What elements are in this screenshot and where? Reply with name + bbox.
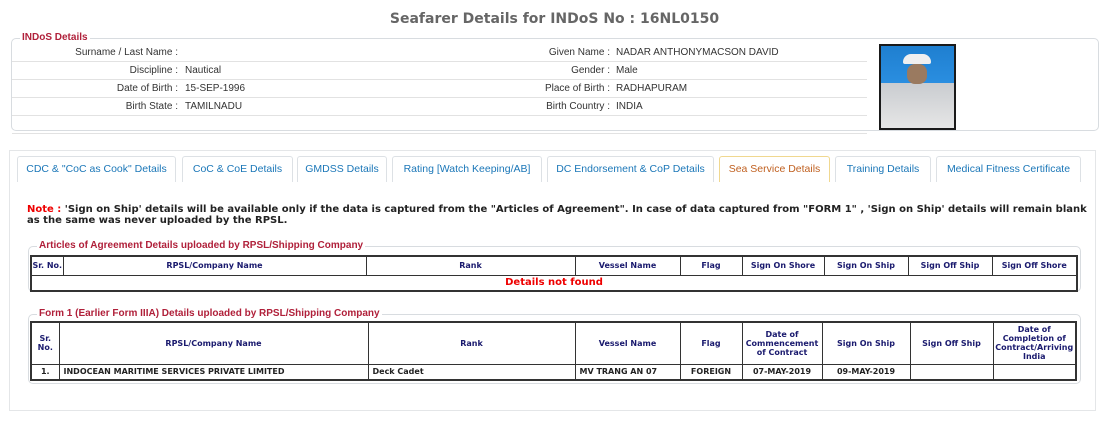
- column-header: Sr. No.: [30, 321, 60, 365]
- table-cell: FOREIGN: [679, 363, 743, 381]
- table-cell: MV TRANG AN 07: [574, 363, 681, 381]
- note-text: 'Sign on Ship' details will be available…: [27, 204, 1087, 226]
- field-label: Birth State :: [125, 101, 178, 112]
- note-prefix: Note :: [27, 204, 62, 215]
- column-header: Flag: [679, 321, 743, 365]
- form1-table: Sr. No. RPSL/Company Name Rank Vessel Name F…: [30, 321, 1077, 381]
- field-value: TAMILNADU: [185, 101, 243, 112]
- column-header: Vessel Name: [574, 255, 681, 276]
- form1-fieldset: Form 1 (Earlier Form IIIA) Details uploa…: [28, 308, 1081, 384]
- indos-row: Date of Birth : 15-SEP-1996 Place of Birth…: [12, 80, 867, 98]
- indos-details-fieldset: INDoS Details Surname / Last Name : Given…: [11, 32, 1099, 134]
- articles-table: Sr. No. RPSL/Company Name Rank Vessel Name F…: [30, 255, 1078, 292]
- column-header: Flag: [679, 255, 743, 276]
- table-cell: [909, 363, 994, 381]
- indos-details-legend: INDoS Details: [20, 32, 90, 44]
- column-header: Rank: [365, 255, 576, 276]
- indos-row: [12, 116, 867, 134]
- sign-on-ship-note: Note : 'Sign on Ship' details will be av…: [27, 204, 1087, 226]
- indos-row: Birth State : TAMILNADU Birth Country : IND…: [12, 98, 867, 116]
- field-label: Surname / Last Name :: [75, 47, 178, 58]
- table-cell: [992, 363, 1077, 381]
- column-header: Sign Off Ship: [907, 255, 993, 276]
- column-header: Sign On Ship: [823, 255, 909, 276]
- column-header: RPSL/Company Name: [58, 321, 369, 365]
- column-header: Date of Completion of Contract/Arriving …: [992, 321, 1077, 365]
- field-label: Given Name :: [548, 47, 610, 58]
- field-value: NADAR ANTHONYMACSON DAVID: [616, 47, 779, 58]
- details-not-found: Details not found: [30, 274, 1078, 292]
- column-header: Sign Off Shore: [991, 255, 1078, 276]
- column-header: Vessel Name: [574, 321, 681, 365]
- field-value: INDIA: [616, 101, 643, 112]
- column-header: RPSL/Company Name: [62, 255, 367, 276]
- column-header: Sign On Shore: [741, 255, 825, 276]
- tab-gmdss-details[interactable]: GMDSS Details: [297, 156, 387, 182]
- column-header: Sign On Ship: [821, 321, 911, 365]
- tab-medical-fitness-certificate[interactable]: Medical Fitness Certificate: [936, 156, 1081, 182]
- field-label: Place of Birth :: [544, 83, 610, 94]
- tab-cdc-coc-as-cook-details[interactable]: CDC & "CoC as Cook" Details: [17, 156, 176, 182]
- table-cell: 1.: [30, 363, 60, 381]
- tab-coc-coe-details[interactable]: CoC & CoE Details: [182, 156, 293, 182]
- tab-sea-service-details[interactable]: Sea Service Details: [719, 156, 830, 182]
- table-cell: 07-MAY-2019: [741, 363, 823, 381]
- form1-legend: Form 1 (Earlier Form IIIA) Details uploa…: [37, 308, 382, 320]
- field-value: 15-SEP-1996: [185, 83, 246, 94]
- column-header: Date of Commencement of Contract: [741, 321, 823, 365]
- field-label: Gender :: [571, 65, 610, 76]
- articles-legend: Articles of Agreement Details uploaded b…: [37, 240, 366, 252]
- table-row: 1. INDOCEAN MARITIME SERVICES PRIVATE LIM…: [30, 363, 1077, 381]
- tab-training-details[interactable]: Training Details: [835, 156, 931, 182]
- tab-panel: CDC & "CoC as Cook" Details CoC & CoE Det…: [9, 150, 1096, 411]
- table-cell: Deck Cadet: [367, 363, 576, 381]
- field-value: RADHAPURAM: [616, 83, 688, 94]
- column-header: Rank: [367, 321, 576, 365]
- indos-row: Surname / Last Name : Given Name : NADAR A…: [12, 44, 867, 62]
- column-header: Sign Off Ship: [909, 321, 994, 365]
- column-header: Sr. No.: [30, 255, 64, 276]
- page-title: Seafarer Details for INDoS No : 16NL0150: [389, 11, 720, 27]
- field-value: Male: [616, 65, 638, 76]
- field-value: Nautical: [185, 65, 222, 76]
- table-cell: 09-MAY-2019: [821, 363, 911, 381]
- seafarer-photo: [879, 44, 956, 130]
- field-label: Birth Country :: [546, 101, 610, 112]
- tab-dc-endorsement-cop-details[interactable]: DC Endorsement & CoP Details: [547, 156, 714, 182]
- table-cell: INDOCEAN MARITIME SERVICES PRIVATE LIMIT…: [58, 363, 369, 381]
- tab-rating-watch-keeping-ab[interactable]: Rating [Watch Keeping/AB]: [392, 156, 542, 182]
- field-label: Date of Birth :: [116, 83, 178, 94]
- indos-row: Discipline : Nautical Gender : Male: [12, 62, 867, 80]
- field-label: Discipline :: [129, 65, 178, 76]
